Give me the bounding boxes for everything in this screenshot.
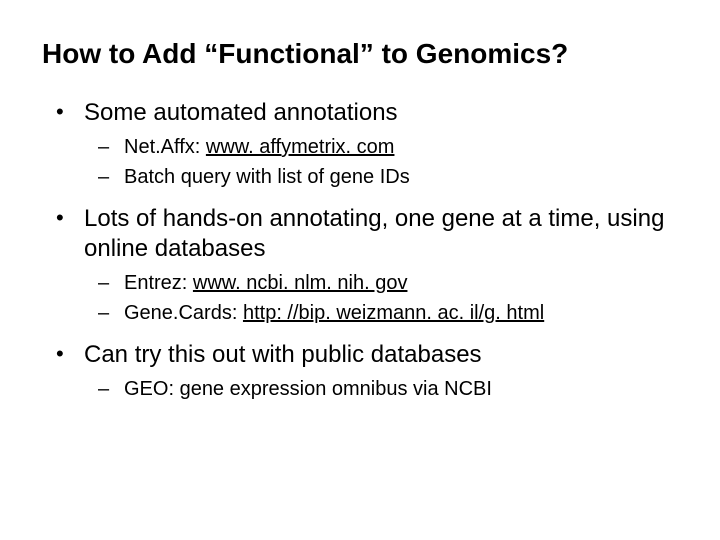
sub-prefix: Gene.Cards: [124, 302, 243, 324]
sub-item: Net.Affx: www. affymetrix. com [84, 134, 678, 160]
sub-link[interactable]: www. affymetrix. com [206, 136, 395, 158]
slide-title: How to Add “Functional” to Genomics? [42, 38, 678, 70]
bullet-item: Can try this out with public databases G… [42, 340, 678, 402]
bullet-item: Some automated annotations Net.Affx: www… [42, 98, 678, 190]
sub-link[interactable]: http: //bip. weizmann. ac. il/g. html [243, 302, 544, 324]
sub-list: Net.Affx: www. affymetrix. com Batch que… [84, 134, 678, 190]
sub-prefix: Net.Affx: [124, 136, 206, 158]
sub-item: Entrez: www. ncbi. nlm. nih. gov [84, 270, 678, 296]
sub-item: Gene.Cards: http: //bip. weizmann. ac. i… [84, 300, 678, 326]
sub-item: GEO: gene expression omnibus via NCBI [84, 376, 678, 402]
bullet-text: Some automated annotations [84, 99, 398, 126]
sub-prefix: Batch query with list of gene IDs [124, 166, 410, 188]
bullet-text: Lots of hands-on annotating, one gene at… [84, 205, 664, 262]
sub-item: Batch query with list of gene IDs [84, 164, 678, 190]
bullet-text: Can try this out with public databases [84, 341, 482, 368]
slide: How to Add “Functional” to Genomics? Som… [0, 0, 720, 444]
sub-prefix: Entrez: [124, 272, 193, 294]
sub-link[interactable]: www. ncbi. nlm. nih. gov [193, 272, 408, 294]
sub-list: GEO: gene expression omnibus via NCBI [84, 376, 678, 402]
sub-prefix: GEO: gene expression omnibus via NCBI [124, 378, 492, 400]
sub-list: Entrez: www. ncbi. nlm. nih. gov Gene.Ca… [84, 270, 678, 326]
bullet-list: Some automated annotations Net.Affx: www… [42, 98, 678, 402]
bullet-item: Lots of hands-on annotating, one gene at… [42, 204, 678, 326]
